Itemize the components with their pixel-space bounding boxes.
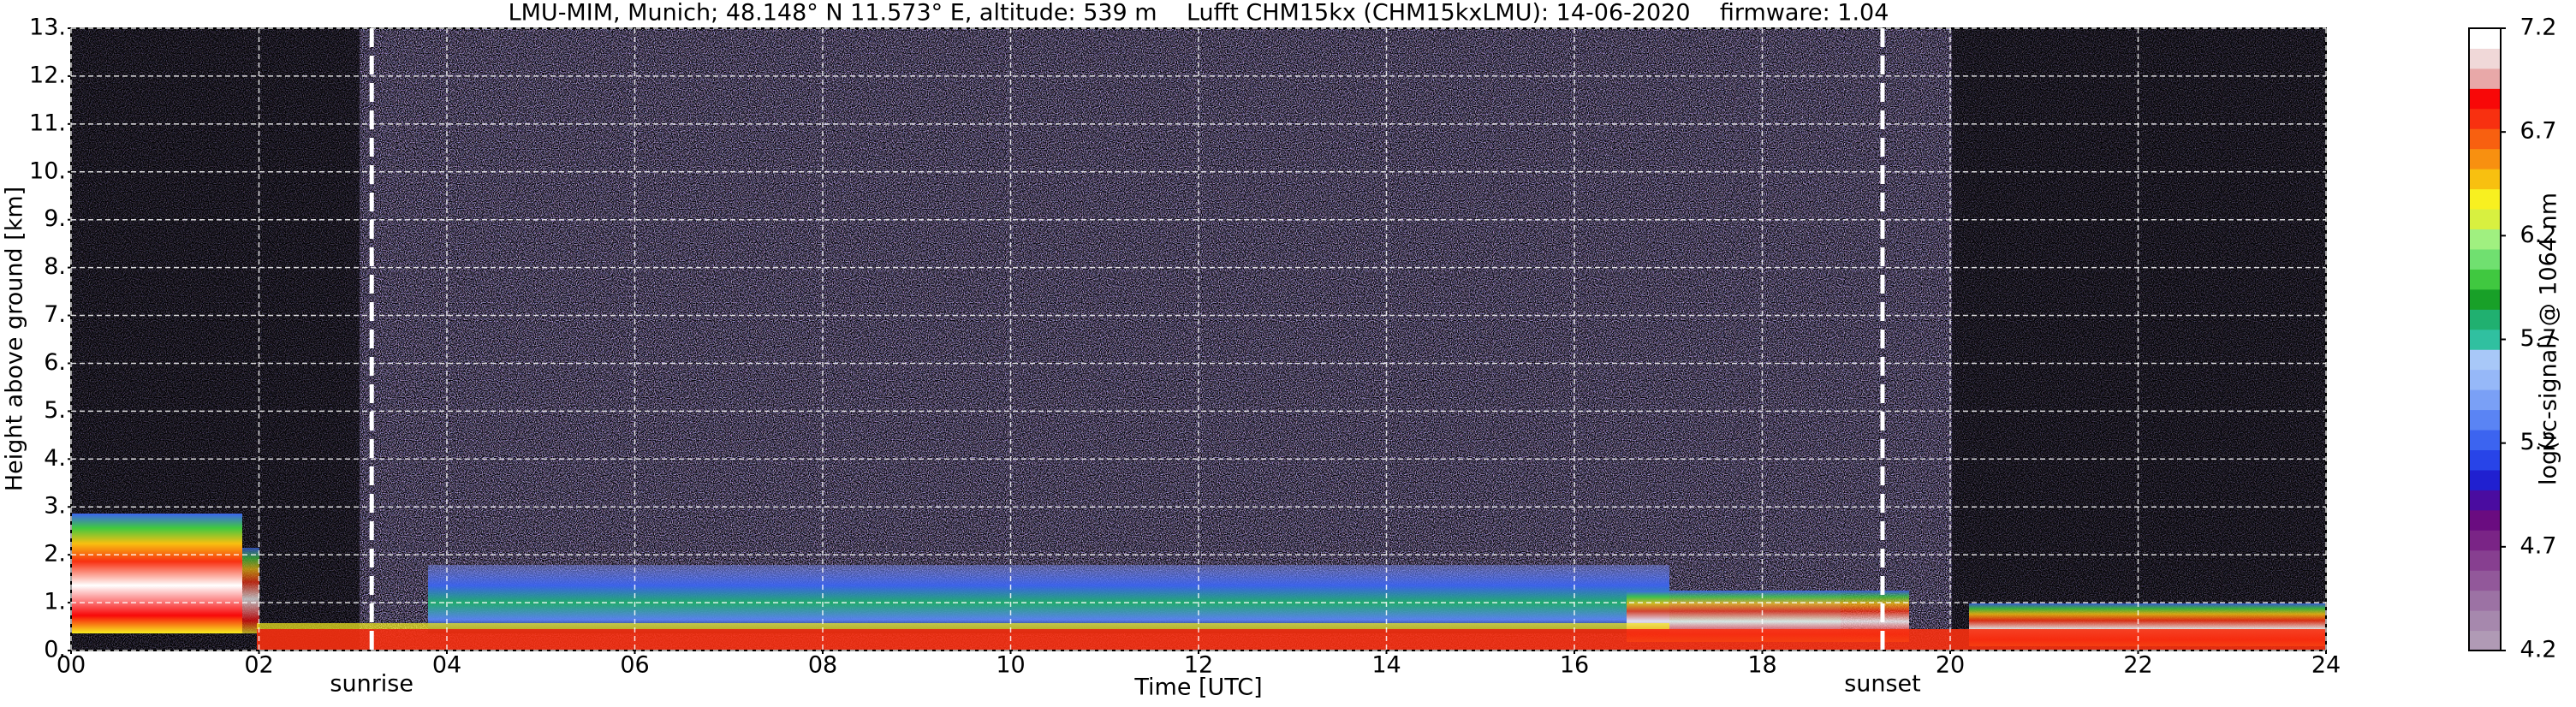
colorbar-segment (2469, 269, 2501, 290)
colorbar-segment (2469, 469, 2501, 490)
annotation-label: sunrise (330, 671, 413, 698)
chart-title: LMU-MIM, Munich; 48.148° N 11.573° E, al… (509, 0, 1889, 27)
colorbar-segment (2469, 188, 2501, 210)
colorbar-segment (2469, 48, 2501, 69)
y-tick-label: 12. (29, 62, 66, 88)
colorbar-segment (2469, 329, 2501, 350)
x-tick-label: 24 (2311, 652, 2341, 679)
y-axis-label: Height above ground [km] (2, 187, 28, 491)
colorbar-segment (2469, 169, 2501, 190)
y-tick-label: 8. (44, 253, 66, 280)
colorbar-segment (2469, 430, 2501, 450)
y-tick-label: 5. (44, 397, 66, 424)
colorbar-segment (2469, 509, 2501, 531)
x-tick-label: 04 (432, 652, 461, 679)
colorbar-segment (2469, 88, 2501, 110)
y-tick-label: 13. (29, 15, 66, 41)
y-tick-label: 4. (44, 445, 66, 472)
y-tick-label: 9. (44, 205, 66, 232)
x-tick-label: 18 (1747, 652, 1776, 679)
colorbar-label: log(rc-signal) @ 1064 nm (2536, 193, 2562, 485)
colorbar-segment (2469, 610, 2501, 632)
x-tick-label: 20 (1936, 652, 1965, 679)
colorbar-segment (2469, 288, 2501, 310)
colorbar-tick-label: 6.7 (2520, 118, 2557, 145)
colorbar-tick-label: 4.2 (2520, 637, 2557, 663)
colorbar-segment (2469, 128, 2501, 150)
colorbar-segment (2469, 68, 2501, 89)
colorbar-segment (2469, 570, 2501, 591)
colorbar-segment (2469, 28, 2501, 49)
x-tick-label: 16 (1560, 652, 1589, 679)
colorbar-segment (2469, 309, 2501, 330)
x-tick-label: 06 (620, 652, 649, 679)
x-tick-label: 00 (57, 652, 86, 679)
colorbar-segment (2469, 229, 2501, 250)
annotation-label: sunset (1844, 671, 1921, 698)
x-tick-label: 12 (1184, 652, 1213, 679)
y-tick-label: 7. (44, 301, 66, 328)
colorbar-tick-label: 5.2 (2520, 429, 2557, 455)
y-tick-label: 2. (44, 541, 66, 567)
x-tick-label: 14 (1371, 652, 1401, 679)
x-tick-label: 10 (996, 652, 1025, 679)
x-tick-label: 08 (808, 652, 837, 679)
y-tick-label: 3. (44, 493, 66, 520)
daytime-noise (360, 28, 1952, 651)
colorbar-segment (2469, 449, 2501, 471)
colorbar-tick-label: 4.7 (2520, 532, 2557, 559)
surface-layer (257, 629, 2326, 651)
colorbar-tick-label: 6.2 (2520, 222, 2557, 248)
x-tick-label: 02 (244, 652, 273, 679)
colorbar-segment (2469, 209, 2501, 230)
colorbar-segment (2469, 369, 2501, 390)
colorbar-segment (2469, 590, 2501, 611)
y-tick-label: 10. (29, 157, 66, 184)
low-cloud (71, 514, 242, 633)
colorbar-segment (2469, 389, 2501, 411)
colorbar-segment (2469, 148, 2501, 169)
colorbar-tick-label: 5.7 (2520, 325, 2557, 352)
y-tick-label: 11. (29, 110, 66, 136)
colorbar-segment (2469, 409, 2501, 431)
y-tick-label: 1. (44, 589, 66, 615)
colorbar-segment (2469, 530, 2501, 551)
colorbar-segment (2469, 550, 2501, 571)
colorbar-segment (2469, 349, 2501, 371)
colorbar-segment (2469, 108, 2501, 129)
colorbar-segment (2469, 490, 2501, 511)
x-tick-label: 22 (2123, 652, 2152, 679)
low-cloud (242, 548, 259, 633)
x-axis-label: Time [UTC] (1133, 674, 1262, 701)
colorbar-segment (2469, 630, 2501, 651)
y-tick-label: 0. (44, 637, 66, 663)
y-tick-label: 6. (44, 349, 66, 376)
surface-layer (257, 623, 1669, 629)
colorbar-tick-label: 7.2 (2520, 15, 2557, 41)
colorbar-segment (2469, 248, 2501, 270)
